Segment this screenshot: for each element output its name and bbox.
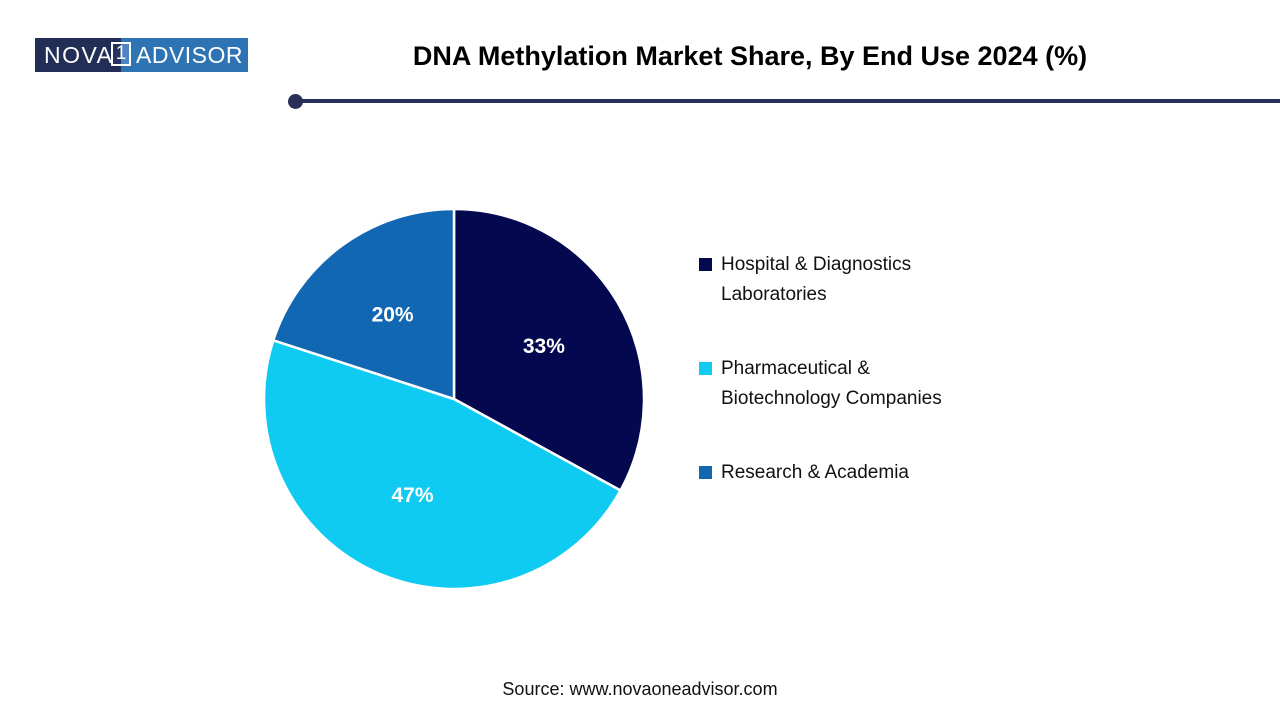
legend-item-1: Hospital & Diagnostics Laboratories <box>699 250 999 310</box>
divider-line <box>296 99 1280 103</box>
logo-text-nova: NOVA <box>44 42 114 68</box>
pie-slice-label: 47% <box>391 484 433 507</box>
divider-dot <box>288 94 303 109</box>
legend-marker-icon <box>699 362 712 375</box>
logo-badge-one: 1 <box>111 42 131 66</box>
legend-label: Research & Academia <box>721 462 909 483</box>
logo-text-advisor: ADVISOR <box>136 42 244 68</box>
pie-chart: 33% 47% 20% <box>262 207 646 591</box>
pie-slice-2 <box>262 339 622 591</box>
nova-one-advisor-logo: NOVA 1 ADVISOR <box>35 38 248 72</box>
legend-item-2: Pharmaceutical & Biotechnology Companies <box>699 354 999 414</box>
legend-marker-icon <box>699 466 712 479</box>
pie-slice-label: 20% <box>372 304 414 327</box>
pie-slice-label: 33% <box>523 335 565 358</box>
legend-item-3: Research & Academia <box>699 458 999 488</box>
chart-legend: Hospital & Diagnostics Laboratories Pharm… <box>699 250 999 532</box>
legend-marker-icon <box>699 258 712 271</box>
source-text: Source: www.novaoneadvisor.com <box>502 679 778 699</box>
page-title: DNA Methylation Market Share, By End Use… <box>412 41 1088 71</box>
pie-slice-3 <box>272 207 456 401</box>
legend-label: Hospital & Diagnostics Laboratories <box>721 254 912 305</box>
pie-slice-1 <box>452 207 646 492</box>
legend-label: Pharmaceutical & Biotechnology Companies <box>721 358 942 409</box>
